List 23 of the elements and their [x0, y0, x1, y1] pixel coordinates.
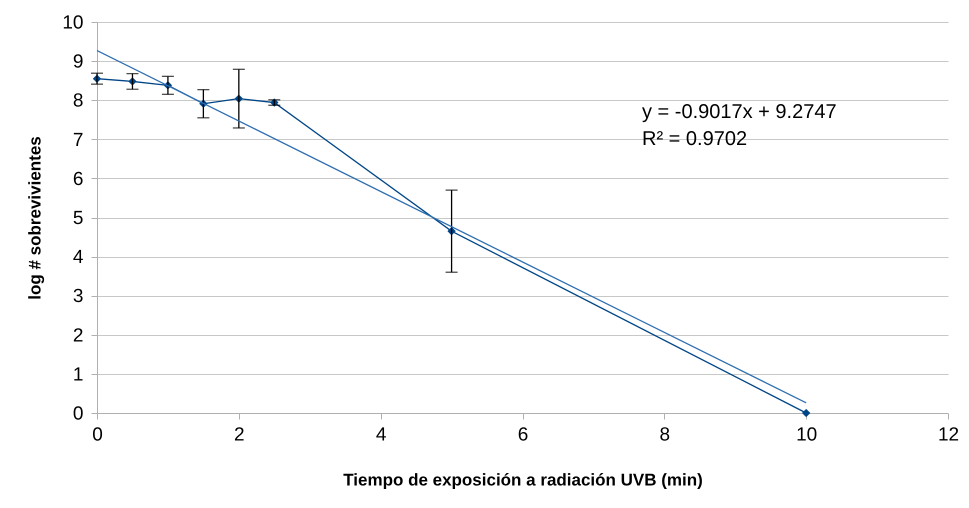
annotation: y = -0.9017x + 9.2747	[642, 101, 837, 123]
x-tick-label: 6	[518, 424, 528, 446]
y-tick-label: 0	[72, 404, 84, 424]
y-tick-label: 7	[72, 130, 84, 151]
y-tick-label: 3	[72, 286, 84, 308]
y-tick-label: 4	[72, 247, 84, 268]
x-tick-label: 8	[660, 424, 670, 446]
y-tick-label: 2	[72, 325, 84, 346]
y-axis-title: log # sobrevivientes	[25, 136, 44, 300]
y-tick-label: 9	[72, 52, 84, 73]
y-tick-label: 1	[72, 364, 84, 386]
y-tick-label: 6	[72, 168, 84, 190]
y-tick-label: 8	[72, 90, 84, 112]
x-tick-label: 10	[796, 424, 818, 446]
x-tick-label: 2	[234, 424, 245, 446]
point	[802, 408, 810, 418]
x-tick-label: 0	[92, 424, 103, 446]
x-tick-label: 4	[376, 424, 387, 446]
annotation: R² = 0.9702	[642, 128, 748, 150]
x-axis-title: Tiempo de exposición a radiación UVB (min)	[343, 470, 703, 490]
x-tick-label: 12	[938, 424, 960, 446]
y-tick-label: 5	[72, 208, 84, 229]
y-tick-label: 10	[62, 12, 84, 34]
